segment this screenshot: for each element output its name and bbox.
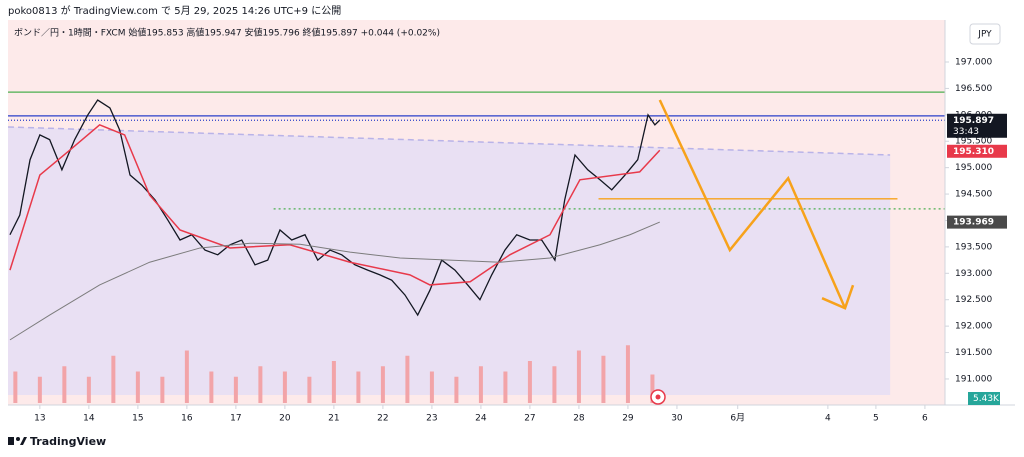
y-tick-label: 192.000 bbox=[955, 322, 992, 332]
x-tick-label: 13 bbox=[34, 414, 45, 424]
brand-logo bbox=[8, 437, 27, 445]
price-label: 195.897 bbox=[953, 116, 994, 126]
x-tick-label: 21 bbox=[328, 414, 339, 424]
x-tick-label: 17 bbox=[230, 414, 241, 424]
volume-bar bbox=[233, 376, 238, 403]
x-tick-label: 24 bbox=[475, 414, 487, 424]
x-tick-label: 27 bbox=[524, 414, 535, 424]
series-line bbox=[9, 123, 661, 286]
y-tick-label: 191.500 bbox=[955, 348, 992, 358]
volume-bar bbox=[552, 366, 557, 403]
x-tick-label: 14 bbox=[83, 414, 95, 424]
volume-bar bbox=[625, 345, 630, 403]
price-label-box bbox=[947, 215, 1007, 229]
x-tick-label: 20 bbox=[279, 414, 291, 424]
volume-bar bbox=[478, 366, 483, 403]
volume-bar bbox=[503, 371, 508, 403]
volume-label-box bbox=[968, 392, 1000, 405]
x-tick-label: 15 bbox=[132, 414, 143, 424]
y-tick-label: 195.500 bbox=[955, 137, 992, 147]
series-line bbox=[9, 221, 660, 341]
x-tick-label: 16 bbox=[181, 414, 193, 424]
volume-label: 5.43K bbox=[973, 394, 1000, 404]
volume-bar bbox=[258, 366, 263, 403]
volume-bar bbox=[429, 371, 434, 403]
price-label-box bbox=[947, 144, 1007, 158]
price-countdown: 33:43 bbox=[953, 127, 979, 137]
price-label: 193.969 bbox=[953, 218, 994, 228]
volume-bar bbox=[13, 371, 18, 403]
volume-bar bbox=[576, 350, 581, 403]
volume-bar bbox=[454, 376, 459, 403]
volume-bar bbox=[331, 361, 336, 403]
y-tick-label: 195.000 bbox=[955, 163, 992, 173]
volume-bar bbox=[601, 355, 606, 403]
volume-bar bbox=[160, 376, 165, 403]
volume-bar bbox=[184, 350, 189, 403]
price-label-box bbox=[947, 113, 1007, 138]
y-tick-label: 196.500 bbox=[955, 84, 992, 94]
volume-bar bbox=[62, 366, 67, 403]
volume-bar bbox=[37, 376, 42, 403]
x-tick-label: 22 bbox=[377, 414, 388, 424]
y-tick-label: 197.000 bbox=[955, 57, 992, 67]
forecast-arrow bbox=[658, 99, 847, 309]
x-tick-label: 29 bbox=[622, 414, 634, 424]
x-tick-label: 6月 bbox=[730, 413, 745, 424]
y-tick-label: 191.000 bbox=[955, 374, 992, 384]
y-tick-label: 192.500 bbox=[955, 295, 992, 305]
plot bbox=[7, 91, 945, 403]
publisher: poko0813 が TradingView.com で 5月 29, 2025… bbox=[8, 4, 341, 17]
price-label: 195.310 bbox=[953, 147, 994, 157]
x-tick-label: 23 bbox=[426, 414, 437, 424]
x-tick-label: 5 bbox=[873, 414, 879, 424]
volume-bar bbox=[135, 371, 140, 403]
x-tick-label: 28 bbox=[573, 414, 585, 424]
volume-bar bbox=[650, 374, 655, 403]
volume-bar bbox=[86, 376, 91, 403]
y-tick-label: 194.500 bbox=[955, 190, 992, 200]
currency-button[interactable] bbox=[969, 23, 1001, 45]
x-tick-label: 4 bbox=[825, 414, 831, 424]
volume-bar bbox=[282, 371, 287, 403]
event-icon-dot bbox=[655, 394, 661, 400]
volume-bar bbox=[307, 376, 312, 403]
symbol-info: ボンド／円・1時間・FXCM 始値195.853 高値195.947 安値195… bbox=[14, 27, 440, 39]
brand: TradingView bbox=[30, 435, 106, 448]
volume-bar bbox=[356, 371, 361, 403]
zone bbox=[8, 126, 891, 396]
arrow-head bbox=[821, 284, 855, 310]
trendline bbox=[7, 126, 891, 156]
y-tick-label: 193.500 bbox=[955, 242, 992, 252]
y-tick-label: 193.000 bbox=[955, 269, 992, 279]
currency[interactable]: JPY bbox=[977, 30, 992, 40]
x-tick-label: 6 bbox=[922, 414, 928, 424]
volume-bar bbox=[380, 366, 385, 403]
volume-bar bbox=[405, 355, 410, 403]
volume-bar bbox=[527, 361, 532, 403]
x-tick-label: 30 bbox=[671, 414, 683, 424]
volume-bar bbox=[209, 371, 214, 403]
volume-bar bbox=[111, 355, 116, 403]
